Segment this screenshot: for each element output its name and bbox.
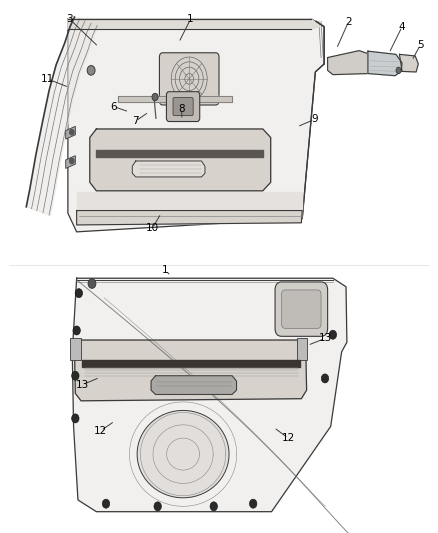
Circle shape [152, 93, 158, 101]
Circle shape [154, 502, 162, 511]
Polygon shape [399, 54, 418, 72]
Polygon shape [68, 19, 324, 232]
Bar [297, 338, 307, 360]
FancyBboxPatch shape [275, 282, 328, 336]
Circle shape [71, 414, 79, 423]
Circle shape [75, 289, 82, 297]
Circle shape [249, 499, 257, 508]
Circle shape [210, 502, 217, 511]
Polygon shape [77, 211, 302, 225]
Circle shape [70, 130, 74, 135]
Circle shape [73, 326, 80, 335]
Polygon shape [77, 192, 302, 209]
Text: 1: 1 [187, 14, 194, 24]
Text: 4: 4 [399, 22, 406, 31]
Circle shape [321, 374, 328, 383]
FancyBboxPatch shape [159, 53, 219, 105]
Bar [70, 338, 81, 360]
Text: 11: 11 [41, 74, 54, 84]
Polygon shape [66, 156, 75, 168]
Polygon shape [66, 126, 75, 139]
FancyBboxPatch shape [173, 98, 193, 116]
Polygon shape [82, 360, 300, 367]
Polygon shape [328, 51, 376, 75]
Text: 3: 3 [66, 14, 73, 23]
Circle shape [88, 279, 96, 288]
Polygon shape [74, 340, 307, 401]
Text: 9: 9 [311, 115, 318, 124]
Text: 5: 5 [417, 40, 424, 50]
Circle shape [71, 372, 79, 381]
Circle shape [70, 158, 74, 164]
FancyBboxPatch shape [166, 92, 200, 122]
Circle shape [329, 330, 336, 339]
Polygon shape [368, 51, 402, 76]
Text: 6: 6 [110, 102, 117, 111]
Text: 12: 12 [94, 426, 107, 435]
Polygon shape [151, 376, 237, 394]
Polygon shape [137, 410, 229, 498]
FancyBboxPatch shape [282, 290, 321, 328]
Polygon shape [96, 150, 263, 157]
Text: 12: 12 [282, 433, 295, 443]
Polygon shape [132, 161, 205, 177]
Text: 2: 2 [345, 18, 352, 27]
Text: 1: 1 [162, 265, 169, 275]
Polygon shape [118, 96, 232, 102]
Polygon shape [68, 19, 320, 29]
Text: 10: 10 [146, 223, 159, 233]
Circle shape [396, 67, 401, 74]
Text: 13: 13 [318, 334, 332, 343]
Polygon shape [72, 278, 347, 512]
Circle shape [87, 66, 95, 75]
Text: 8: 8 [178, 104, 185, 114]
Polygon shape [90, 129, 271, 191]
Text: 13: 13 [76, 380, 89, 390]
Text: 7: 7 [132, 116, 139, 126]
Polygon shape [26, 17, 99, 215]
Circle shape [102, 499, 110, 508]
